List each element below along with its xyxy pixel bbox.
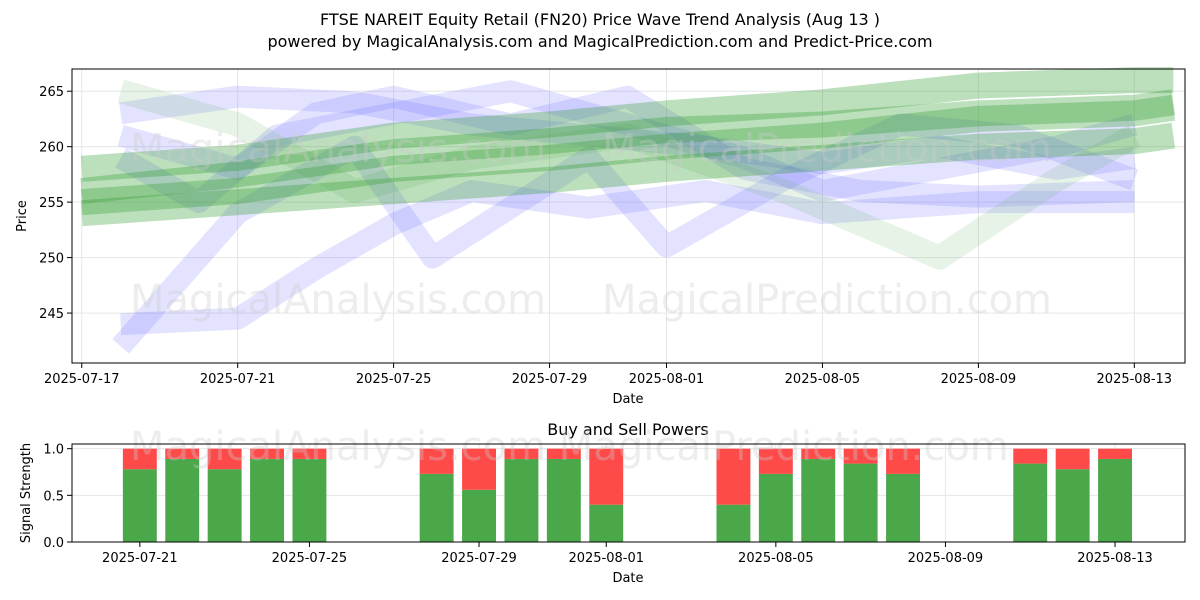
signal-x-tick-label: 2025-07-25	[272, 551, 348, 566]
price-x-tick-label: 2025-08-13	[1097, 372, 1173, 387]
signal-x-tick-label: 2025-08-13	[1077, 551, 1153, 566]
signal-y-tick-label: 1.0	[43, 443, 64, 458]
watermark-bottom: MagicalAnalysis.com MagicalPrediction.co…	[130, 424, 1009, 470]
price-y-axis: 245 250 255 260 265	[39, 85, 72, 322]
chart-subtitle: powered by MagicalAnalysis.com and Magic…	[267, 32, 933, 51]
sell-bar	[504, 448, 539, 459]
price-x-tick-label: 2025-08-09	[941, 372, 1017, 387]
price-x-tick-label: 2025-07-17	[44, 372, 120, 387]
sell-bar	[716, 448, 751, 505]
sell-bar	[462, 448, 496, 490]
sell-bar	[250, 448, 284, 459]
signal-x-tick-label: 2025-07-21	[102, 551, 178, 566]
sell-bar	[758, 448, 793, 474]
signal-plot-border	[71, 443, 1186, 543]
signal-y-axis-label: Signal Strength	[19, 443, 34, 543]
price-wave-band-2	[112, 113, 1139, 354]
buy-bar	[207, 469, 242, 542]
sell-bar	[207, 448, 242, 470]
price-grid	[72, 69, 1185, 363]
signal-x-axis: 2025-07-21 2025-07-25 2025-07-29 2025-08-01…	[102, 542, 1153, 566]
price-y-tick-label: 265	[39, 85, 64, 100]
watermark-top-left: MagicalAnalysis.com	[130, 126, 546, 172]
price-y-tick-label: 255	[39, 196, 64, 211]
signal-panel-title: Buy and Sell Powers	[547, 420, 709, 439]
signal-x-tick-label: 2025-07-29	[441, 551, 517, 566]
buy-bar	[758, 473, 793, 542]
buy-bar	[546, 458, 581, 542]
signal-panel: Buy and Sell Powers MagicalAnalysis.com …	[19, 420, 1186, 586]
buy-bar	[292, 458, 327, 542]
sell-bar	[165, 448, 200, 459]
price-y-tick-label: 260	[39, 141, 64, 156]
price-wave-band-6	[117, 79, 1141, 270]
price-plot-border	[71, 68, 1186, 364]
buy-bar	[122, 469, 157, 542]
sell-bar	[122, 448, 157, 470]
buy-bar	[250, 458, 284, 542]
sell-bar	[292, 448, 327, 459]
price-wave-band-4	[115, 80, 1138, 214]
sell-bar	[419, 448, 454, 474]
watermark-middle-left: MagicalAnalysis.com	[130, 277, 546, 323]
buy-bar	[504, 458, 539, 542]
watermark-top-right: MagicalPrediction.com	[602, 126, 1052, 172]
signal-y-tick-label: 0.0	[43, 536, 64, 551]
price-y-axis-label: Price	[15, 200, 30, 232]
price-x-tick-label: 2025-08-05	[785, 372, 861, 387]
price-y-tick-label: 245	[39, 307, 64, 322]
watermark-middle-right: MagicalPrediction.com	[602, 277, 1052, 323]
buy-bar	[1098, 458, 1132, 542]
signal-x-tick-label: 2025-08-05	[738, 551, 814, 566]
price-wave-band-3	[120, 180, 1135, 336]
sell-bar	[546, 448, 581, 459]
buy-bar	[886, 473, 920, 542]
price-wave-band-7	[80, 94, 1176, 216]
chart-title: FTSE NAREIT Equity Retail (FN20) Price W…	[319, 10, 881, 29]
sell-bar	[886, 448, 920, 474]
price-wave-band-9	[80, 122, 1176, 227]
price-x-axis: 2025-07-17 2025-07-21 2025-07-25 2025-07-29…	[44, 363, 1172, 387]
sell-bar	[843, 448, 878, 464]
signal-y-axis: 0.0 0.5 1.0	[43, 443, 72, 551]
buy-bar	[589, 504, 624, 542]
sell-bar	[1098, 448, 1132, 459]
signal-x-tick-label: 2025-08-01	[568, 551, 644, 566]
buy-bar	[716, 504, 751, 542]
price-wave-bands	[80, 67, 1176, 354]
signal-y-tick-label: 0.5	[43, 489, 64, 504]
sell-bar	[589, 448, 624, 505]
buy-bar	[843, 463, 878, 542]
signal-x-tick-label: 2025-08-09	[908, 551, 984, 566]
buy-bar	[1013, 463, 1048, 542]
price-wave-band-8	[80, 67, 1174, 182]
price-x-tick-label: 2025-07-25	[356, 372, 432, 387]
buy-bar	[801, 458, 836, 542]
signal-bars	[122, 448, 1132, 542]
price-wave-band-5	[119, 85, 1136, 180]
price-watermarks: MagicalAnalysis.com MagicalPrediction.co…	[130, 126, 1052, 323]
price-y-tick-label: 250	[39, 252, 64, 267]
price-wave-band-10	[80, 89, 1176, 204]
price-x-tick-label: 2025-08-01	[629, 372, 705, 387]
price-x-axis-label: Date	[612, 392, 643, 407]
price-wave-band-1	[117, 85, 1135, 208]
signal-x-axis-label: Date	[612, 571, 643, 586]
buy-bar	[1055, 469, 1090, 542]
price-x-tick-label: 2025-07-21	[200, 372, 276, 387]
buy-bar	[419, 473, 454, 542]
price-panel: MagicalAnalysis.com MagicalPrediction.co…	[15, 67, 1186, 407]
buy-bar	[462, 489, 496, 542]
price-x-tick-label: 2025-07-29	[512, 372, 588, 387]
buy-bar	[165, 458, 200, 542]
sell-bar	[1055, 448, 1090, 470]
sell-bar	[801, 448, 836, 459]
price-plot-area	[72, 69, 1185, 363]
sell-bar	[1013, 448, 1048, 464]
